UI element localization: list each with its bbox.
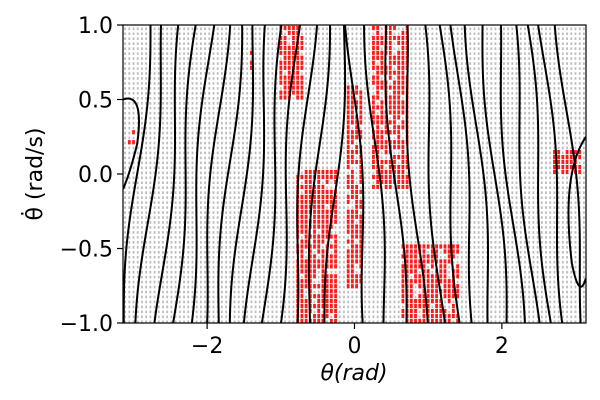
contour-line xyxy=(384,25,408,323)
contour-line xyxy=(463,25,489,323)
contour-line xyxy=(172,25,197,323)
contour-line xyxy=(323,25,347,323)
x-tick-label: 2 xyxy=(495,334,509,359)
contour-line xyxy=(242,25,266,323)
y-axis-label: θ̇ (rad/s) xyxy=(21,128,48,221)
contour-line xyxy=(123,25,152,323)
y-tick-label: 1.0 xyxy=(78,14,113,39)
highlight-region xyxy=(346,85,363,289)
highlight-region xyxy=(372,25,409,190)
contour-line xyxy=(344,25,365,323)
highlight-samples-path xyxy=(346,85,363,289)
contour-line xyxy=(438,25,461,323)
x-tick-label: 0 xyxy=(348,334,362,359)
highlight-region xyxy=(127,130,135,145)
contour-lines xyxy=(123,25,586,323)
highlight-region xyxy=(296,169,337,323)
contour-line xyxy=(567,136,586,288)
y-axis-ticks: 1.0 0.5 0.0 −0.5 −1.0 xyxy=(60,14,123,337)
contour-line xyxy=(363,25,386,323)
y-tick-label: 0.0 xyxy=(78,163,113,188)
contour-line xyxy=(307,25,332,323)
contour-line xyxy=(206,25,232,323)
highlight-samples-path xyxy=(127,130,135,145)
contour-line xyxy=(424,25,446,323)
highlight-samples-path xyxy=(553,150,582,175)
y-tick-label: −0.5 xyxy=(60,238,113,263)
y-tick-label: −1.0 xyxy=(60,312,113,337)
contour-line xyxy=(190,25,216,323)
x-tick-label: −2 xyxy=(191,334,223,359)
contour-line xyxy=(499,25,526,323)
contour-line xyxy=(526,25,552,323)
contour-line xyxy=(260,25,283,323)
contour-line xyxy=(228,25,255,323)
contour-line xyxy=(537,25,564,323)
contour-line xyxy=(515,25,541,323)
contour-line xyxy=(405,25,429,323)
contour-line xyxy=(153,25,180,323)
highlight-region xyxy=(553,150,582,175)
highlight-samples-path xyxy=(372,25,409,190)
contour-line xyxy=(481,25,508,323)
highlight-samples-path xyxy=(296,169,337,323)
x-axis-ticks: −2 0 2 xyxy=(191,323,509,359)
contour-line xyxy=(553,25,582,323)
y-tick-label: 0.5 xyxy=(78,89,113,114)
contour-line xyxy=(134,25,162,323)
contour-line xyxy=(280,25,302,323)
x-axis-label: θ(rad) xyxy=(320,361,387,386)
contour-line xyxy=(296,25,319,323)
highlight-samples xyxy=(127,25,582,323)
contour-line xyxy=(123,97,140,190)
contour-line xyxy=(449,25,473,323)
contour-line xyxy=(217,25,244,323)
